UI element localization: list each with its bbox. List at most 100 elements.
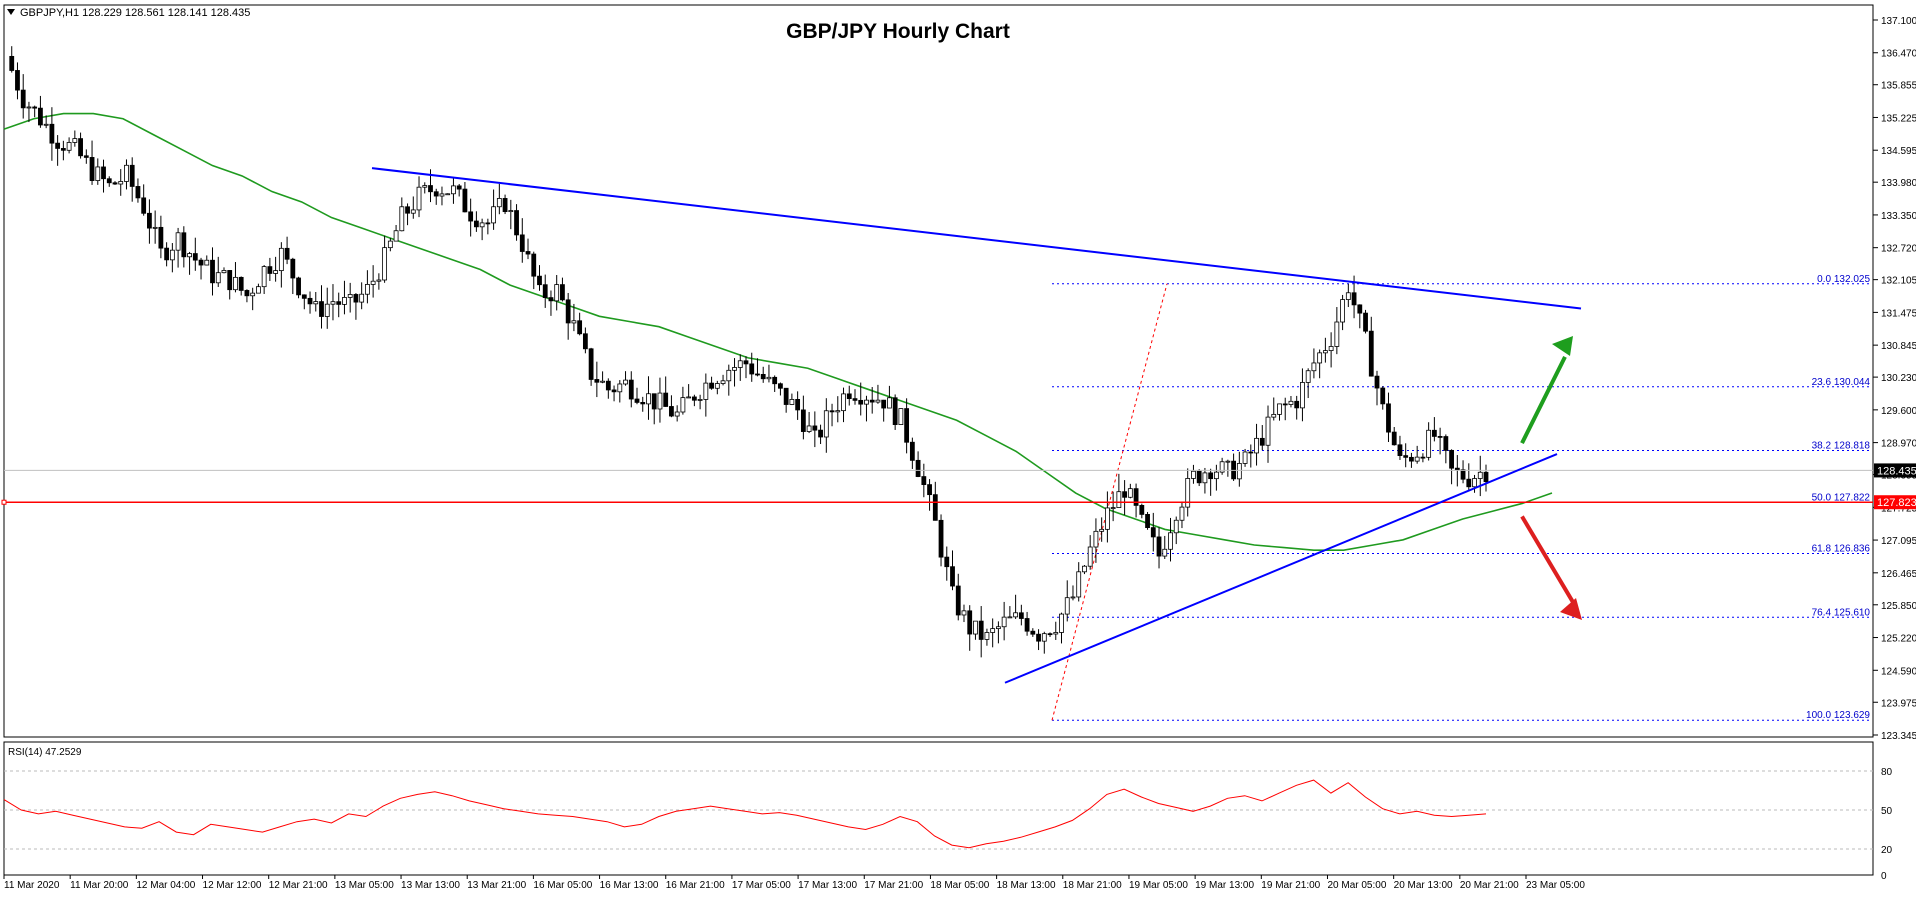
candle-body <box>141 197 147 214</box>
candle-body <box>984 632 990 640</box>
candle-body <box>169 249 175 261</box>
candle-body <box>1156 536 1162 557</box>
candle-body <box>778 383 783 389</box>
candle-body <box>1168 532 1173 550</box>
candle-body <box>1145 514 1150 528</box>
candle-body <box>1191 470 1196 479</box>
candle-body <box>1397 444 1403 456</box>
candle-body <box>932 494 938 521</box>
candle-body <box>181 232 187 258</box>
current-price-label: 128.435 <box>1877 465 1916 477</box>
candle-body <box>55 142 61 149</box>
candle-body <box>83 155 89 158</box>
moving-average-line <box>3 112 1553 552</box>
candle-body <box>1248 451 1254 454</box>
candle-body <box>451 185 456 195</box>
candle-body <box>789 398 795 405</box>
candle-body <box>112 182 118 185</box>
candle-body <box>1064 597 1070 615</box>
candle-body <box>1196 470 1202 484</box>
candle-body <box>485 222 491 225</box>
rsi-panel-frame <box>3 741 1874 876</box>
candle-body <box>560 284 565 301</box>
candle-body <box>823 410 829 438</box>
candle-body <box>1162 548 1168 557</box>
candle-body <box>1317 352 1323 364</box>
candle-body <box>278 247 284 272</box>
candle-body <box>307 297 313 305</box>
candle-body <box>881 399 887 409</box>
candle-body <box>651 393 657 410</box>
candle-body <box>1374 375 1380 389</box>
candle-body <box>1477 471 1483 479</box>
time-tick-label: 19 Mar 05:00 <box>1129 880 1188 891</box>
time-tick-label: 17 Mar 21:00 <box>864 880 923 891</box>
candle-body <box>347 294 353 298</box>
candle-body <box>1420 456 1426 459</box>
candle-body <box>800 409 806 432</box>
candle-body <box>129 164 135 187</box>
time-tick-label: 23 Mar 05:00 <box>1526 880 1585 891</box>
rsi-label: RSI(14) 47.2529 <box>8 747 82 758</box>
candle-body <box>1328 346 1334 352</box>
candle-body <box>669 406 674 417</box>
candle-body <box>101 166 106 180</box>
candle-body <box>462 188 468 213</box>
candle-body <box>60 148 66 151</box>
candle-body <box>1116 491 1122 508</box>
candle-body <box>1036 633 1041 642</box>
candle-body <box>428 185 433 193</box>
candle-body <box>1443 436 1449 451</box>
candle-body <box>525 251 531 255</box>
candle-body <box>967 610 973 635</box>
time-tick-label: 20 Mar 13:00 <box>1394 880 1453 891</box>
descending-trendline <box>371 167 1582 310</box>
candle-body <box>502 198 508 213</box>
candle-body <box>313 301 319 305</box>
candle-body <box>691 396 697 401</box>
candle-body <box>296 277 301 296</box>
candle-body <box>588 348 594 380</box>
candle-body <box>1219 461 1225 473</box>
fib-level-label: 23.6 130.044 <box>1812 377 1871 388</box>
candle-body <box>657 392 663 410</box>
time-tick-label: 16 Mar 21:00 <box>666 880 725 891</box>
candle-body <box>714 383 720 389</box>
candle-body <box>1483 471 1489 483</box>
candle-body <box>1259 437 1265 446</box>
candle-body <box>961 610 967 616</box>
candle-body <box>1208 472 1214 480</box>
candle-body <box>152 226 158 229</box>
bullish-arrow-head <box>1552 336 1573 356</box>
candle-body <box>841 393 846 412</box>
candle-body <box>261 266 267 288</box>
time-tick-label: 13 Mar 21:00 <box>467 880 526 891</box>
candle-body <box>548 297 554 302</box>
chevron-down-icon[interactable] <box>7 9 15 15</box>
candle-body <box>1466 478 1472 488</box>
candle-body <box>158 226 164 249</box>
ascending-trendline <box>1004 453 1558 684</box>
candle-body <box>973 620 978 635</box>
candle-body <box>554 284 560 302</box>
candle-body <box>1271 413 1277 418</box>
candle-body <box>1300 382 1305 409</box>
candle-body <box>1236 463 1242 480</box>
rsi-tick-label: 80 <box>1881 767 1893 778</box>
candle-body <box>1334 321 1340 347</box>
candle-body <box>1386 403 1391 433</box>
candle-body <box>1213 471 1219 480</box>
candle-body <box>147 212 152 229</box>
rsi-tick-label: 0 <box>1881 871 1887 882</box>
price-tick-label: 135.225 <box>1881 113 1916 124</box>
candle-body <box>938 519 944 558</box>
candle-body <box>755 373 760 376</box>
candle-body <box>1047 633 1053 636</box>
candle-body <box>95 166 101 181</box>
candle-body <box>1093 530 1099 548</box>
candle-body <box>1127 488 1133 498</box>
time-tick-label: 11 Mar 20:00 <box>70 880 129 891</box>
candle-body <box>835 410 841 413</box>
time-tick-label: 13 Mar 13:00 <box>401 880 460 891</box>
